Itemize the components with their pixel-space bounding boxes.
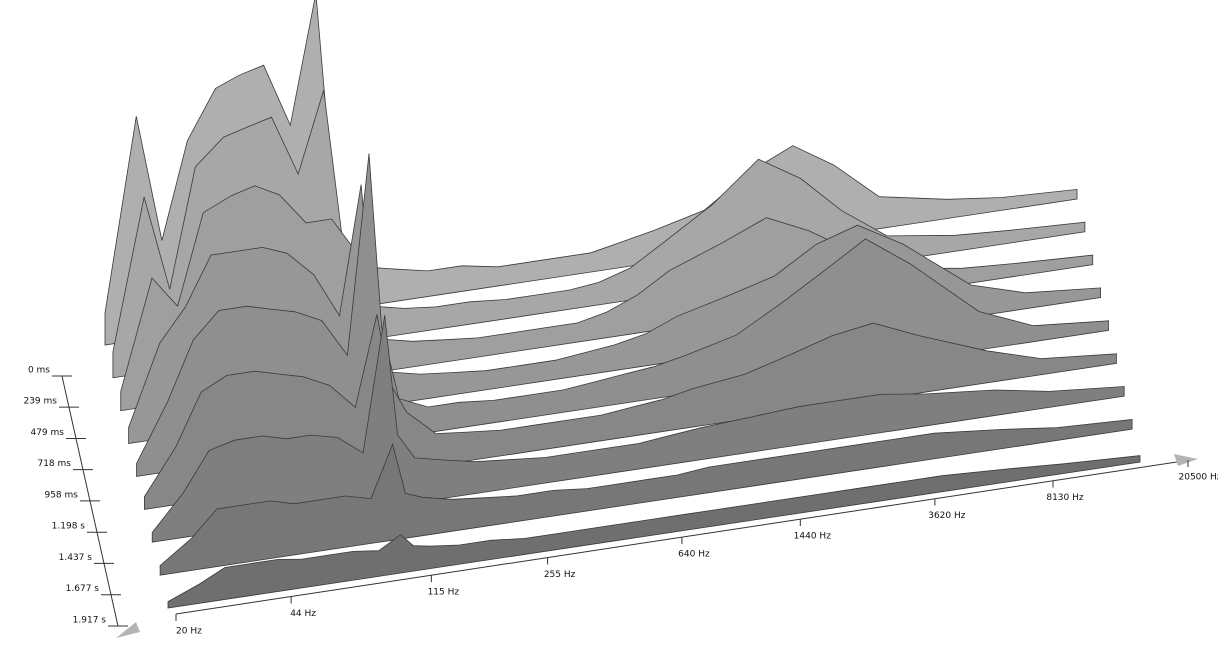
y-tick-label: 1.198 s (52, 522, 86, 532)
y-axis-arrow (116, 622, 140, 638)
y-tick-label: 718 ms (37, 459, 71, 469)
y-tick-label: 1.437 s (59, 553, 93, 563)
x-tick-label: 20 Hz (176, 627, 202, 637)
chart: 20 Hz 44 Hz 115 Hz 255 Hz 640 Hz 1440 Hz 3620 … (0, 0, 1218, 652)
y-tick-label: 0 ms (28, 366, 50, 376)
x-tick-label: 1440 Hz (794, 531, 832, 541)
x-tick-label: 255 Hz (544, 570, 576, 580)
x-tick-label: 115 Hz (428, 588, 460, 598)
x-tick-label: 44 Hz (290, 609, 316, 619)
x-tick-label: 3620 Hz (928, 511, 966, 521)
y-tick-label: 958 ms (44, 490, 78, 500)
y-tick-label: 1.677 s (66, 584, 100, 594)
x-tick-label: 20500 Hz (1179, 473, 1218, 483)
x-axis-arrow (1174, 454, 1198, 466)
y-tick-label: 479 ms (30, 428, 64, 438)
x-tick-label: 640 Hz (678, 550, 710, 560)
y-tick-label: 239 ms (23, 397, 57, 407)
y-tick-label: 1.917 s (73, 616, 107, 626)
x-tick-label: 8130 Hz (1046, 493, 1084, 503)
